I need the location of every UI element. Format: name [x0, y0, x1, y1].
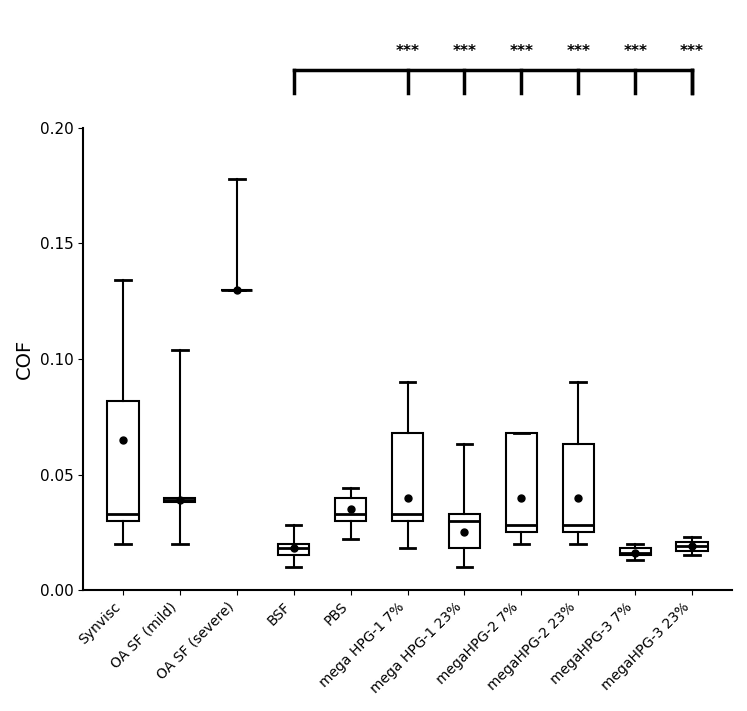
- PathPatch shape: [677, 542, 708, 551]
- Text: ***: ***: [395, 43, 420, 59]
- Text: ***: ***: [453, 43, 477, 59]
- PathPatch shape: [108, 400, 138, 520]
- Text: ***: ***: [509, 43, 533, 59]
- PathPatch shape: [562, 444, 594, 533]
- Text: ***: ***: [566, 43, 590, 59]
- PathPatch shape: [164, 498, 196, 502]
- PathPatch shape: [392, 433, 423, 520]
- Text: ***: ***: [623, 43, 647, 59]
- PathPatch shape: [506, 433, 537, 533]
- PathPatch shape: [335, 498, 366, 520]
- Text: ***: ***: [681, 43, 704, 59]
- PathPatch shape: [449, 514, 480, 548]
- Y-axis label: COF: COF: [15, 339, 34, 379]
- PathPatch shape: [619, 548, 651, 555]
- PathPatch shape: [278, 544, 309, 555]
